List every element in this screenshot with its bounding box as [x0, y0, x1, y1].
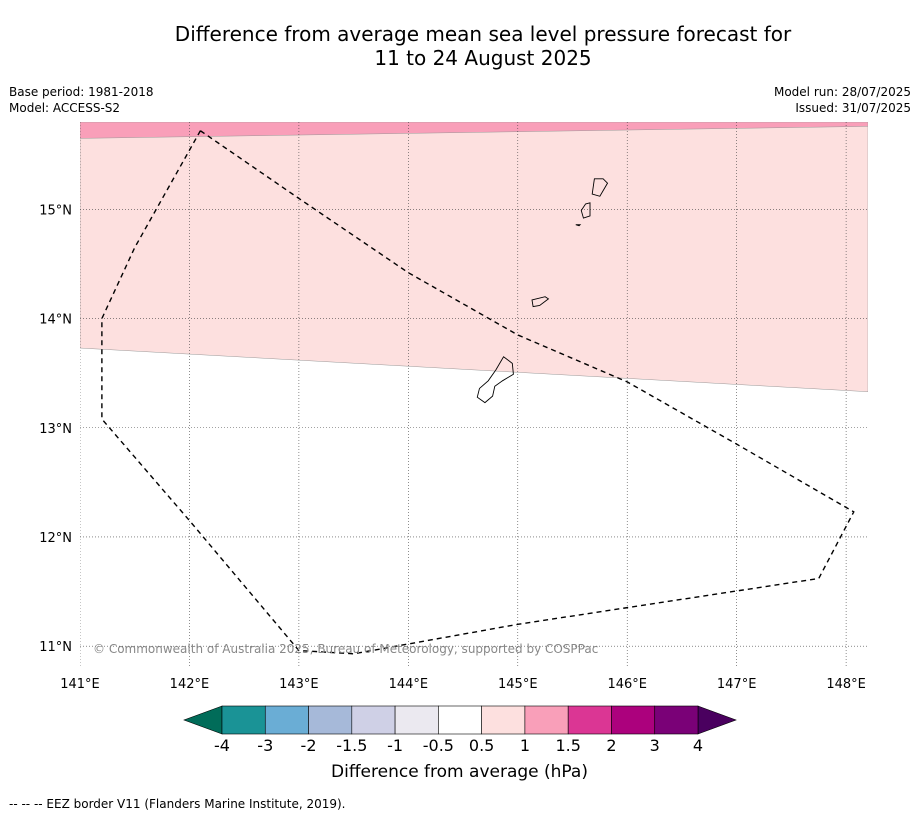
title-line-1: Difference from average mean sea level p…: [174, 22, 792, 46]
island-aguijan: [575, 224, 582, 227]
lon-tick-label: 142°E: [170, 677, 210, 692]
colorbar-bin: [654, 705, 699, 735]
colorbar-tick-label: 3: [649, 736, 660, 755]
colorbar-tick-label: -1: [387, 736, 404, 755]
colorbar-tick-label: 0.5: [468, 736, 495, 755]
lon-tick-label: 141°E: [60, 677, 100, 692]
lon-tick-label: 143°E: [279, 677, 319, 692]
lon-tick-label: 148°E: [826, 677, 866, 692]
lon-tick-label: 145°E: [498, 677, 538, 692]
map-plot-area: © Commonwealth of Australia 2025, Bureau…: [80, 122, 868, 668]
title-line-2: 11 to 24 August 2025: [374, 46, 592, 70]
colorbar-bin: [524, 705, 569, 735]
colorbar-tick-label: 1: [519, 736, 530, 755]
model-run: Model run: 28/07/2025: [773, 85, 911, 99]
island-saipan: [591, 178, 609, 197]
lat-tick-label: 15°N: [39, 203, 72, 218]
anomaly-band: [80, 122, 868, 139]
colorbar-bin: [351, 705, 396, 735]
lat-tick-label: 11°N: [39, 640, 72, 655]
lon-tick-label: 146°E: [607, 677, 647, 692]
meta-right: Model run: 28/07/2025 Issued: 31/07/2025: [774, 84, 911, 116]
eez-footnote: -- -- -- EEZ border V11 (Flanders Marine…: [9, 797, 346, 811]
colorbar-bin: [264, 705, 309, 735]
colorbar-tick-label: -1.5: [336, 736, 368, 755]
colorbar-tick-label: 4: [692, 736, 704, 755]
model-name: Model: ACCESS-S2: [9, 101, 121, 115]
anomaly-band: [80, 122, 868, 392]
colorbar-under-arrow: [183, 705, 223, 735]
island-guam: [476, 356, 514, 404]
issued-date: Issued: 31/07/2025: [795, 101, 911, 115]
colorbar-bin: [567, 705, 612, 735]
lat-tick-label: 13°N: [39, 422, 72, 437]
lon-tick-label: 144°E: [389, 677, 429, 692]
colorbar-bin: [308, 705, 353, 735]
colorbar-bin: [611, 705, 656, 735]
island-tinian: [580, 202, 591, 219]
colorbar-tick-label: -2: [300, 736, 317, 755]
colorbar-tick-label: -4: [214, 736, 230, 755]
colorbar-tick-label: 1.5: [555, 736, 581, 755]
colorbar-tick-label: -0.5: [422, 736, 454, 755]
eez-border: [101, 130, 855, 655]
colorbar-bin: [481, 705, 526, 735]
base-period: Base period: 1981-2018: [9, 85, 154, 99]
colorbar-tick-label: -3: [257, 736, 274, 755]
colorbar-tick-label: 2: [606, 736, 617, 755]
lat-tick-label: 14°N: [39, 313, 72, 328]
chart-title: Difference from average mean sea level p…: [0, 22, 919, 70]
island-rota: [531, 296, 550, 308]
colorbar-over-arrow: [697, 705, 737, 735]
colorbar-title: Difference from average (hPa): [331, 762, 588, 782]
lat-tick-label: 12°N: [39, 531, 72, 546]
colorbar-bin: [221, 705, 266, 735]
colorbar-bin: [394, 705, 439, 735]
meta-left: Base period: 1981-2018 Model: ACCESS-S2: [9, 84, 154, 116]
copyright-notice: © Commonwealth of Australia 2025, Bureau…: [93, 642, 598, 656]
colorbar-bin: [438, 705, 482, 735]
lon-tick-label: 147°E: [717, 677, 757, 692]
